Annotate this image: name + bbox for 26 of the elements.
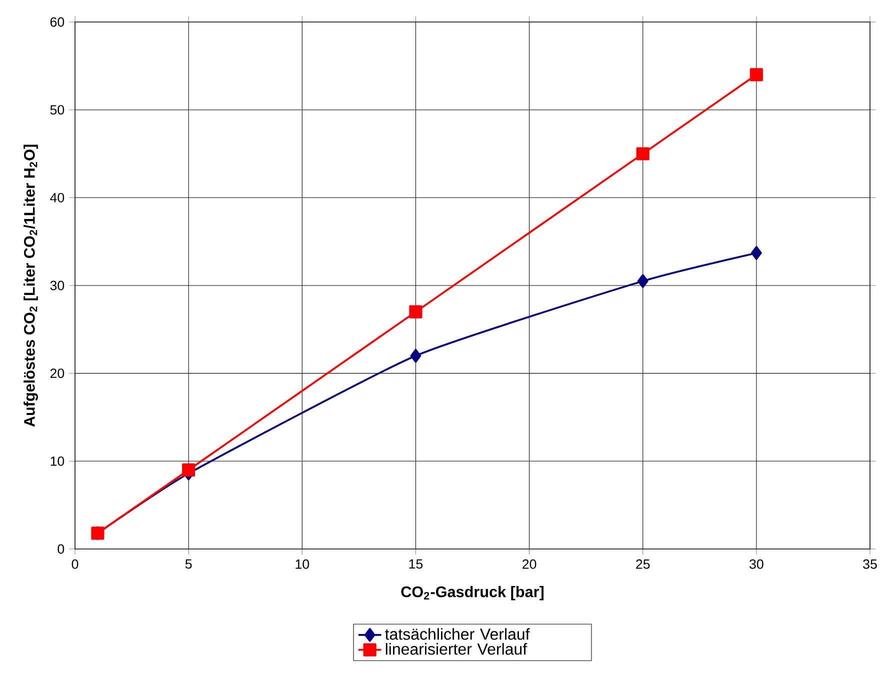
point	[637, 274, 648, 288]
x-axis-title: CO$_{2}$-Gasdruck [bar]	[401, 586, 544, 600]
y-tick-label: 10	[50, 456, 64, 466]
x-tick-label: 0	[72, 559, 78, 569]
point	[750, 68, 763, 82]
point	[410, 348, 422, 363]
point	[409, 305, 422, 318]
y-axis-title: Aufgelöstes CO$_{2}$ [Liter CO$_{2}$/1Liter H$_{2}$O]	[24, 144, 38, 427]
y-tick-label: 40	[50, 192, 64, 202]
x-tick-label: 35	[863, 559, 877, 569]
y-tick-label: 60	[50, 17, 64, 27]
y-tick-label: 50	[50, 105, 64, 115]
x-tick-label: 25	[636, 559, 650, 569]
legend-label: linearisierter Verlauf	[386, 643, 528, 655]
y-tick-label: 20	[50, 368, 64, 378]
x-tick-label: 10	[296, 559, 310, 569]
x-tick-label: 15	[409, 559, 423, 569]
point	[636, 147, 650, 160]
legend-label: tatsächlicher Verlauf	[385, 628, 530, 640]
x-tick-label: 30	[750, 559, 764, 569]
point	[182, 463, 196, 476]
x-tick-label: 20	[522, 559, 536, 569]
x-tick-label: 5	[185, 559, 192, 569]
y-tick-label: 30	[50, 280, 64, 290]
y-tick-label: 0	[58, 544, 64, 554]
point	[750, 246, 762, 260]
